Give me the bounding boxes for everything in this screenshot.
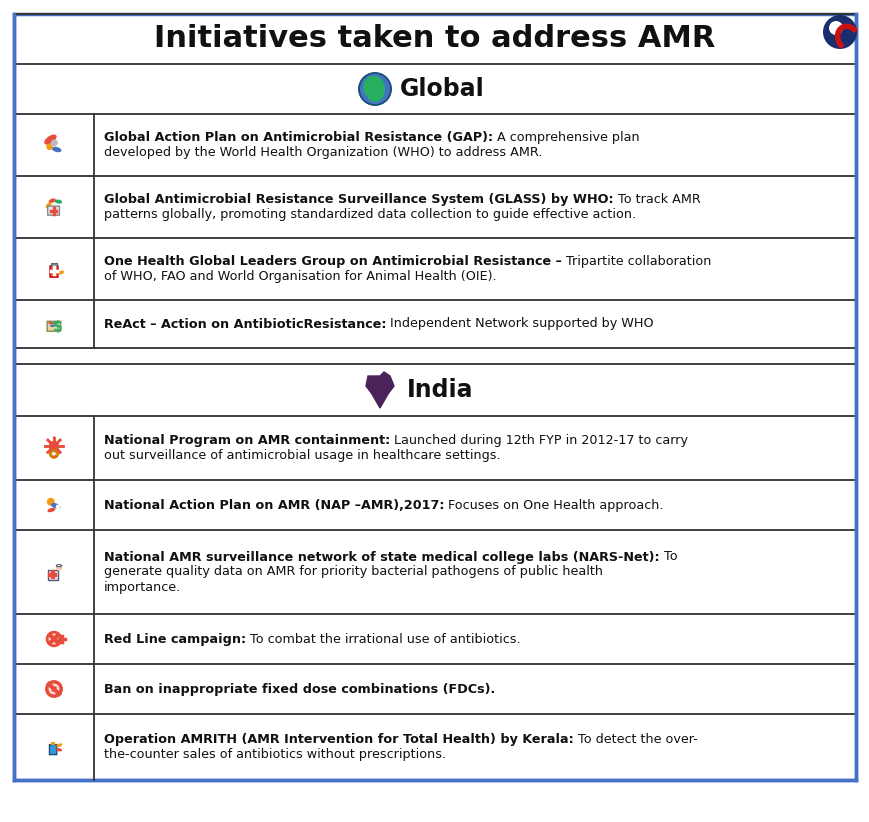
- Circle shape: [53, 454, 56, 456]
- Text: Initiatives taken to address AMR: Initiatives taken to address AMR: [154, 25, 715, 53]
- Ellipse shape: [56, 565, 62, 567]
- Text: Focuses on One Health approach.: Focuses on One Health approach.: [444, 498, 663, 511]
- Text: A comprehensive plan: A comprehensive plan: [493, 131, 639, 144]
- Text: Independent Network supported by WHO: Independent Network supported by WHO: [386, 317, 653, 330]
- Text: Operation AMRITH (AMR Intervention for Total Health) by Kerala:: Operation AMRITH (AMR Intervention for T…: [104, 733, 573, 746]
- Text: importance.: importance.: [104, 580, 181, 593]
- Circle shape: [56, 564, 63, 570]
- Text: of WHO, FAO and World Organisation for Animal Health (OIE).: of WHO, FAO and World Organisation for A…: [104, 270, 496, 283]
- Ellipse shape: [50, 325, 55, 327]
- Circle shape: [47, 439, 49, 441]
- Circle shape: [47, 681, 61, 696]
- Ellipse shape: [360, 74, 389, 104]
- Ellipse shape: [56, 748, 62, 751]
- Circle shape: [62, 445, 63, 447]
- Circle shape: [47, 498, 55, 506]
- Text: National AMR surveillance network of state medical college labs (NARS-Net):: National AMR surveillance network of sta…: [104, 551, 659, 564]
- Ellipse shape: [45, 202, 51, 208]
- Ellipse shape: [51, 686, 56, 691]
- Ellipse shape: [365, 76, 385, 102]
- FancyBboxPatch shape: [47, 321, 61, 331]
- Text: National Program on AMR containment:: National Program on AMR containment:: [104, 434, 390, 447]
- Ellipse shape: [49, 198, 56, 203]
- Circle shape: [59, 451, 62, 454]
- Text: Launched during 12th FYP in 2012-17 to carry: Launched during 12th FYP in 2012-17 to c…: [390, 434, 687, 447]
- FancyBboxPatch shape: [50, 266, 58, 277]
- Text: developed by the World Health Organization (WHO) to address AMR.: developed by the World Health Organizati…: [104, 146, 541, 159]
- Bar: [48, 570, 58, 580]
- Text: Global Antimicrobial Resistance Surveillance System (GLASS) by WHO:: Global Antimicrobial Resistance Surveill…: [104, 193, 613, 206]
- Ellipse shape: [57, 270, 64, 275]
- Ellipse shape: [56, 743, 63, 747]
- Ellipse shape: [362, 76, 381, 98]
- Text: To track AMR: To track AMR: [613, 193, 700, 206]
- Ellipse shape: [50, 140, 58, 146]
- Text: patterns globally, promoting standardized data collection to guide effective act: patterns globally, promoting standardize…: [104, 208, 635, 221]
- Circle shape: [47, 632, 61, 646]
- Circle shape: [53, 436, 56, 439]
- Ellipse shape: [51, 503, 61, 509]
- Ellipse shape: [52, 322, 57, 325]
- Text: generate quality data on AMR for priority bacterial pathogens of public health: generate quality data on AMR for priorit…: [104, 566, 602, 579]
- FancyBboxPatch shape: [14, 14, 855, 780]
- Ellipse shape: [52, 147, 62, 152]
- Text: Ban on inappropriate fixed dose combinations (FDCs).: Ban on inappropriate fixed dose combinat…: [104, 682, 494, 695]
- Text: To: To: [659, 551, 676, 564]
- Circle shape: [47, 451, 49, 454]
- Circle shape: [59, 439, 62, 441]
- Bar: [51, 742, 56, 745]
- Circle shape: [49, 441, 59, 451]
- Text: Global Action Plan on Antimicrobial Resistance (GAP):: Global Action Plan on Antimicrobial Resi…: [104, 131, 493, 144]
- Circle shape: [822, 15, 856, 49]
- Circle shape: [44, 445, 47, 447]
- Text: $: $: [53, 320, 63, 334]
- FancyBboxPatch shape: [50, 745, 56, 755]
- Ellipse shape: [55, 200, 63, 204]
- Circle shape: [52, 452, 56, 455]
- Text: One Health Global Leaders Group on Antimicrobial Resistance –: One Health Global Leaders Group on Antim…: [104, 255, 561, 268]
- Ellipse shape: [47, 508, 56, 512]
- Circle shape: [46, 144, 53, 150]
- Text: out surveillance of antimicrobial usage in healthcare settings.: out surveillance of antimicrobial usage …: [104, 449, 500, 462]
- Text: Red Line campaign:: Red Line campaign:: [104, 632, 246, 645]
- Ellipse shape: [56, 505, 60, 509]
- Ellipse shape: [48, 322, 53, 325]
- Bar: [51, 263, 56, 266]
- Text: Tripartite collaboration: Tripartite collaboration: [561, 255, 711, 268]
- Text: Global: Global: [400, 77, 484, 101]
- FancyBboxPatch shape: [48, 206, 59, 215]
- Text: India: India: [407, 378, 473, 402]
- Circle shape: [359, 73, 390, 105]
- Ellipse shape: [44, 135, 56, 145]
- Text: National Action Plan on AMR (NAP –AMR),2017:: National Action Plan on AMR (NAP –AMR),2…: [104, 498, 444, 511]
- Text: ReAct – Action on AntibioticResistance:: ReAct – Action on AntibioticResistance:: [104, 317, 386, 330]
- Circle shape: [50, 450, 58, 458]
- Polygon shape: [366, 372, 394, 408]
- Text: To combat the irrational use of antibiotics.: To combat the irrational use of antibiot…: [246, 632, 521, 645]
- Text: To detect the over-: To detect the over-: [573, 733, 697, 746]
- Text: the-counter sales of antibiotics without prescriptions.: the-counter sales of antibiotics without…: [104, 748, 446, 761]
- Circle shape: [828, 21, 842, 35]
